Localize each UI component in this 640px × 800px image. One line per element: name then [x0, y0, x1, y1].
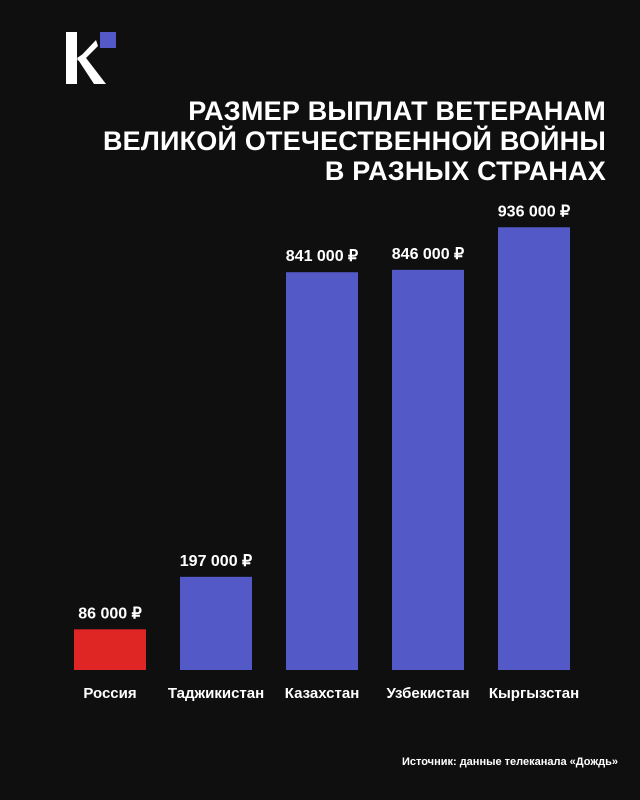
value-label-1: 86 000 ₽: [78, 605, 142, 622]
chart-title: РАЗМЕР ВЫПЛАТ ВЕТЕРАНАМ ВЕЛИКОЙ ОТЕЧЕСТВ…: [46, 96, 606, 186]
bar-3: [286, 272, 358, 670]
k-logo-icon: [66, 32, 116, 84]
bar-4: [392, 269, 464, 670]
title-line-3: В РАЗНЫХ СТРАНАХ: [324, 156, 606, 186]
category-label-1: Россия: [83, 685, 136, 702]
bar-5: [498, 227, 570, 670]
category-label-5: Кыргызстан: [489, 685, 579, 702]
category-label-2: Таджикистан: [168, 685, 264, 702]
category-label-4: Узбекистан: [386, 685, 469, 702]
title-line-2: ВЕЛИКОЙ ОТЕЧЕСТВЕННОЙ ВОЙНЫ: [102, 126, 606, 156]
value-label-5: 936 000 ₽: [498, 203, 570, 220]
logo: [66, 32, 118, 84]
value-label-2: 197 000 ₽: [180, 553, 252, 570]
category-label-3: Казахстан: [285, 685, 360, 702]
source-note: Источник: данные телеканала «Дождь»: [401, 756, 618, 768]
value-label-4: 846 000 ₽: [392, 246, 464, 263]
bar-2: [180, 576, 252, 670]
bar-1: [74, 629, 146, 670]
value-label-3: 841 000 ₽: [286, 248, 358, 265]
title-line-1: РАЗМЕР ВЫПЛАТ ВЕТЕРАНАМ: [188, 96, 606, 126]
